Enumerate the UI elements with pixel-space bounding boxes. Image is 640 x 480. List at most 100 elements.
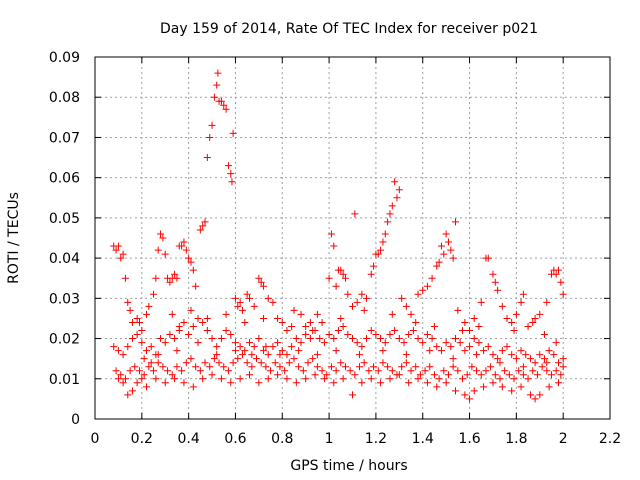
y-tick-label: 0.06 xyxy=(49,171,80,187)
data-point xyxy=(152,375,160,383)
data-point xyxy=(339,375,347,383)
data-point xyxy=(332,282,340,290)
data-point xyxy=(531,359,539,367)
data-point xyxy=(150,290,158,298)
data-point xyxy=(220,101,228,109)
data-point xyxy=(292,335,300,343)
data-point xyxy=(147,359,155,367)
data-point xyxy=(360,306,368,314)
data-point xyxy=(559,355,567,363)
data-point xyxy=(540,355,548,363)
data-point xyxy=(370,363,378,371)
data-point xyxy=(557,278,565,286)
data-point xyxy=(547,371,555,379)
data-point xyxy=(208,121,216,129)
y-tick-label: 0.05 xyxy=(49,211,80,227)
data-point xyxy=(154,351,162,359)
data-point xyxy=(297,339,305,347)
data-point xyxy=(135,318,143,326)
data-point xyxy=(231,294,239,302)
y-tick-label: 0.07 xyxy=(49,130,80,146)
data-point xyxy=(545,347,553,355)
data-point xyxy=(334,327,342,335)
data-point xyxy=(210,355,218,363)
data-point xyxy=(447,343,455,351)
data-point xyxy=(299,367,307,375)
data-point xyxy=(228,178,236,186)
data-point xyxy=(480,347,488,355)
data-point xyxy=(320,375,328,383)
data-point xyxy=(214,69,222,77)
data-point xyxy=(400,339,408,347)
data-point xyxy=(454,367,462,375)
data-point xyxy=(278,318,286,326)
data-point xyxy=(304,359,312,367)
x-axis-label: GPS time / hours xyxy=(290,458,407,474)
data-point xyxy=(442,379,450,387)
data-point xyxy=(349,335,356,343)
x-tick-label: 1 xyxy=(325,431,334,447)
data-point xyxy=(271,359,279,367)
data-point xyxy=(494,286,502,294)
data-point xyxy=(175,322,183,330)
data-point xyxy=(363,294,371,302)
data-point xyxy=(309,355,317,363)
data-point xyxy=(215,359,223,367)
data-point xyxy=(557,371,565,379)
data-point xyxy=(168,371,176,379)
data-point xyxy=(117,371,125,379)
data-point xyxy=(473,367,481,375)
data-point xyxy=(124,298,132,306)
data-point xyxy=(517,298,525,306)
data-point xyxy=(552,367,560,375)
data-point xyxy=(159,363,167,371)
data-point xyxy=(288,322,296,330)
data-point xyxy=(339,322,347,330)
data-point xyxy=(208,371,216,379)
data-point xyxy=(173,363,181,371)
x-tick-label: 2 xyxy=(559,431,568,447)
data-point xyxy=(391,178,399,186)
data-point xyxy=(536,310,544,318)
data-point xyxy=(246,294,253,302)
data-point xyxy=(360,359,368,367)
data-point xyxy=(552,339,560,347)
data-point xyxy=(171,270,179,278)
y-tick-label: 0.09 xyxy=(49,50,80,66)
data-point xyxy=(241,318,249,326)
data-point xyxy=(206,133,214,141)
data-point xyxy=(508,318,516,326)
data-point xyxy=(260,282,268,290)
data-point xyxy=(171,335,179,343)
data-point xyxy=(477,371,485,379)
data-point xyxy=(550,351,558,359)
data-point xyxy=(381,339,389,347)
data-point xyxy=(543,367,551,375)
data-point xyxy=(466,327,474,335)
data-point xyxy=(306,335,314,343)
data-point xyxy=(143,383,150,391)
data-point xyxy=(402,359,410,367)
data-point xyxy=(459,327,467,335)
data-point xyxy=(526,355,534,363)
data-point xyxy=(332,347,340,355)
data-point xyxy=(515,367,523,375)
data-point xyxy=(152,274,160,282)
data-point xyxy=(473,351,481,359)
data-point xyxy=(264,294,272,302)
data-point xyxy=(110,343,118,351)
data-point xyxy=(428,335,436,343)
data-point xyxy=(463,371,471,379)
data-point xyxy=(510,375,518,383)
data-point xyxy=(484,343,492,351)
data-point xyxy=(374,367,382,375)
data-point xyxy=(295,363,303,371)
data-point xyxy=(210,93,218,101)
data-point xyxy=(498,383,506,391)
data-point xyxy=(124,343,132,351)
data-point xyxy=(433,343,441,351)
data-point xyxy=(248,363,256,371)
data-point xyxy=(452,387,459,395)
data-point xyxy=(349,391,356,399)
data-point xyxy=(454,306,462,314)
